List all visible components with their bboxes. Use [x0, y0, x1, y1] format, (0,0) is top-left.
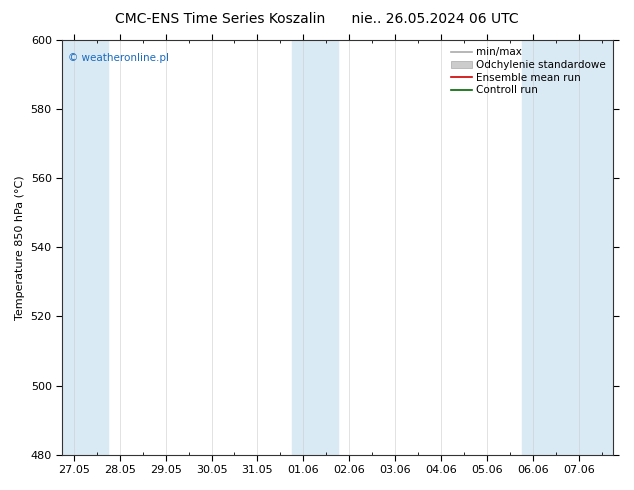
Bar [567, 40, 614, 455]
Y-axis label: Temperature 850 hPa (°C): Temperature 850 hPa (°C) [15, 175, 25, 319]
Legend: min/max, Odchylenie standardowe, Ensemble mean run, Controll run: min/max, Odchylenie standardowe, Ensembl… [450, 46, 608, 98]
Bar [292, 40, 338, 455]
Text: © weatheronline.pl: © weatheronline.pl [68, 52, 169, 63]
Bar [522, 40, 567, 455]
Bar [62, 40, 108, 455]
Text: CMC-ENS Time Series Koszalin      nie.. 26.05.2024 06 UTC: CMC-ENS Time Series Koszalin nie.. 26.05… [115, 12, 519, 26]
